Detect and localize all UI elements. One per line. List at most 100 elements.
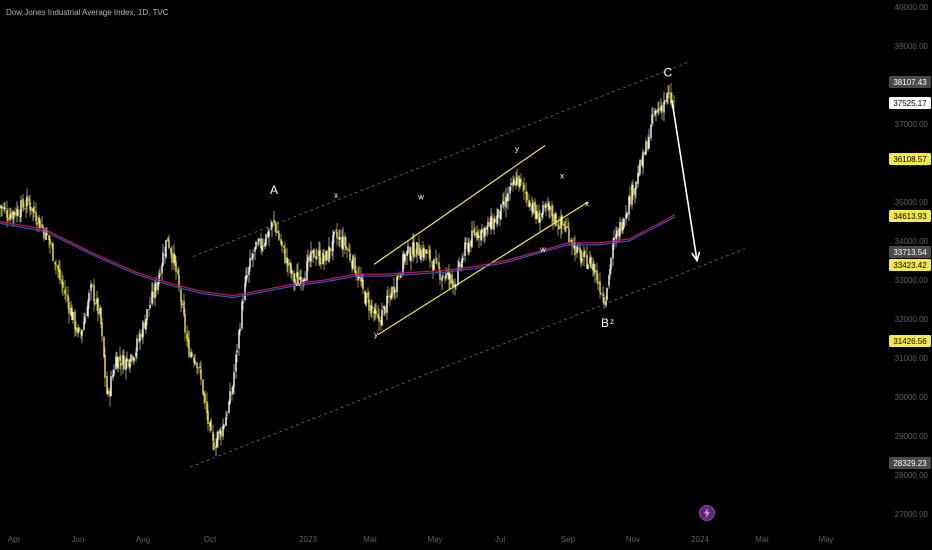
candle-body — [22, 198, 24, 208]
candle — [294, 273, 296, 291]
candle — [410, 246, 412, 271]
candle — [119, 346, 121, 370]
candle — [246, 266, 248, 281]
candle — [130, 353, 132, 366]
candle — [248, 266, 250, 283]
candle — [112, 369, 114, 381]
candle — [587, 263, 589, 269]
candle — [123, 349, 125, 370]
candle-body — [178, 274, 180, 289]
candle — [589, 251, 591, 267]
candle — [554, 212, 556, 227]
candle — [497, 208, 499, 226]
candle-body — [447, 272, 449, 276]
candle-body — [168, 240, 170, 249]
price-badge-bg — [889, 76, 931, 88]
wave-label: x — [585, 200, 589, 209]
candle-body — [133, 357, 135, 361]
candle-body — [261, 246, 263, 251]
candle — [534, 197, 536, 220]
candle — [532, 199, 534, 216]
candle-body — [88, 292, 90, 303]
candle-body — [600, 293, 602, 295]
candle-body — [57, 265, 59, 269]
candle-body — [397, 274, 399, 278]
candle-body — [541, 212, 543, 218]
candle-body — [367, 292, 369, 298]
candle-body — [432, 264, 434, 272]
wave-label: w — [539, 245, 546, 254]
candle-body — [194, 361, 196, 364]
candle — [33, 200, 35, 218]
candle — [581, 250, 583, 265]
candle-body — [4, 208, 6, 209]
lightning-icon[interactable] — [699, 505, 715, 521]
candle — [65, 286, 67, 303]
candle-body — [162, 252, 164, 266]
candle-body — [188, 340, 190, 357]
candle-body — [579, 247, 581, 253]
wave-label: w — [294, 279, 301, 288]
candle — [181, 300, 183, 309]
candle — [493, 214, 495, 235]
candle — [68, 297, 70, 324]
candle-body — [519, 178, 521, 186]
price-badge-label: 37525.17 — [893, 99, 927, 108]
candle — [1, 204, 3, 217]
x-tick-label: Apr — [8, 535, 21, 544]
candle — [238, 329, 240, 356]
candle — [319, 242, 321, 266]
candle-body — [597, 281, 599, 284]
candle — [148, 308, 150, 318]
candle — [333, 231, 335, 244]
candle — [484, 226, 486, 242]
candle — [406, 250, 408, 265]
candle-body — [373, 311, 375, 314]
candle-body — [497, 209, 499, 218]
candle-body — [621, 221, 623, 232]
candle — [72, 311, 74, 324]
candle — [188, 330, 190, 358]
candle — [457, 260, 459, 287]
candle — [603, 292, 605, 309]
candle-body — [471, 230, 473, 247]
candle — [177, 267, 179, 276]
candle-body — [91, 284, 93, 286]
candle — [257, 238, 259, 248]
candle-body — [193, 357, 195, 362]
candle — [345, 237, 347, 250]
candle-body — [552, 214, 554, 222]
candle-body — [303, 280, 305, 282]
candle — [380, 316, 382, 331]
candle-body — [29, 201, 31, 210]
candle — [648, 128, 650, 150]
candle-body — [623, 218, 625, 228]
candle — [322, 249, 324, 265]
candle-body — [661, 105, 663, 112]
candle-body — [426, 251, 428, 254]
candle-body — [377, 313, 379, 317]
candle — [346, 246, 348, 259]
candle — [487, 216, 489, 235]
candle-body — [80, 332, 82, 334]
candle-body — [322, 252, 324, 265]
candle — [339, 229, 341, 248]
candle-body — [75, 327, 77, 332]
candle — [628, 194, 630, 221]
candle — [110, 370, 112, 397]
candle — [538, 204, 540, 224]
candle-body — [215, 446, 217, 448]
candle-body — [267, 231, 269, 238]
candle-body — [280, 238, 282, 244]
candle — [326, 249, 328, 262]
candle — [462, 252, 464, 263]
candle — [91, 283, 93, 288]
candle-body — [431, 262, 433, 263]
candle-body — [326, 250, 328, 261]
candle — [673, 94, 675, 110]
candle-body — [54, 261, 56, 265]
candle — [586, 245, 588, 270]
candle — [164, 247, 166, 264]
candle-body — [663, 101, 665, 113]
